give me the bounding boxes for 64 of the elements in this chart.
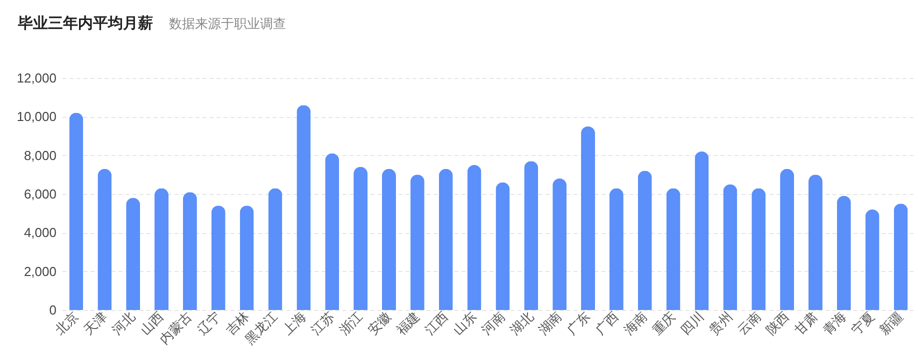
x-tick-label: 江西: [422, 308, 451, 338]
bar: [552, 178, 567, 310]
y-tick-label: 6,000: [24, 186, 56, 202]
bar: [638, 170, 652, 310]
bar: [836, 196, 851, 310]
bar: [780, 168, 794, 310]
x-tick-label: 青海: [820, 308, 849, 338]
x-tick-label: 广东: [564, 308, 593, 338]
x-tick-label: 甘肃: [791, 308, 820, 338]
x-tick-label: 云南: [734, 308, 764, 338]
chart-subtitle: 数据来源于职业调查: [169, 16, 286, 31]
x-tick-label: 山东: [450, 308, 480, 338]
bar: [752, 188, 766, 310]
chart-title: 毕业三年内平均月薪: [18, 15, 153, 32]
x-tick-label: 陕西: [763, 308, 792, 338]
x-tick-label: 上海: [280, 308, 309, 338]
bar: [69, 112, 84, 310]
x-tick-label: 河北: [109, 308, 138, 338]
x-tick-label: 江苏: [308, 308, 338, 338]
y-tick-label: 8,000: [24, 148, 56, 163]
y-tick-label: 12,000: [16, 70, 56, 86]
bar: [354, 166, 368, 310]
bar: [524, 161, 538, 310]
x-tick-label: 四川: [678, 308, 707, 338]
bar: [723, 184, 738, 310]
x-tick-label: 天津: [80, 308, 110, 338]
bar: [894, 204, 908, 310]
bar: [296, 105, 311, 310]
x-tick-label: 重庆: [649, 308, 678, 338]
x-tick-label: 辽宁: [194, 308, 224, 338]
bar: [98, 168, 112, 310]
x-tick-label: 海南: [620, 308, 650, 338]
bar: [410, 174, 424, 310]
bar: [325, 153, 340, 310]
x-tick-label: 福建: [393, 308, 422, 338]
y-tick-label: 2,000: [24, 264, 56, 279]
bar: [211, 206, 226, 310]
x-tick-label: 湖北: [507, 308, 536, 338]
bar: [666, 188, 680, 310]
bar: [126, 198, 140, 310]
x-tick-label: 广西: [592, 308, 622, 338]
y-tick-label: 0: [49, 302, 56, 318]
bar: [865, 209, 880, 310]
bar: [581, 126, 596, 310]
bar: [182, 192, 197, 310]
bar: [496, 182, 510, 310]
x-tick-label: 新疆: [876, 308, 906, 338]
x-tick-label: 安徽: [364, 308, 394, 338]
x-tick-label: 宁夏: [848, 308, 878, 338]
x-tick-label: 浙江: [336, 308, 366, 338]
y-tick-label: 10,000: [16, 109, 56, 124]
bar: [609, 188, 624, 310]
bar: [438, 168, 453, 310]
y-tick-label: 4,000: [24, 225, 56, 240]
x-tick-label: 贵州: [706, 308, 736, 338]
x-tick-label: 湖南: [536, 308, 565, 338]
bar: [382, 168, 396, 310]
bar: [154, 188, 169, 310]
x-tick-label: 河南: [478, 308, 508, 338]
bar: [240, 206, 254, 310]
bar: [694, 151, 709, 310]
bar: [808, 174, 822, 310]
bar: [467, 165, 482, 310]
bar: [268, 188, 282, 310]
